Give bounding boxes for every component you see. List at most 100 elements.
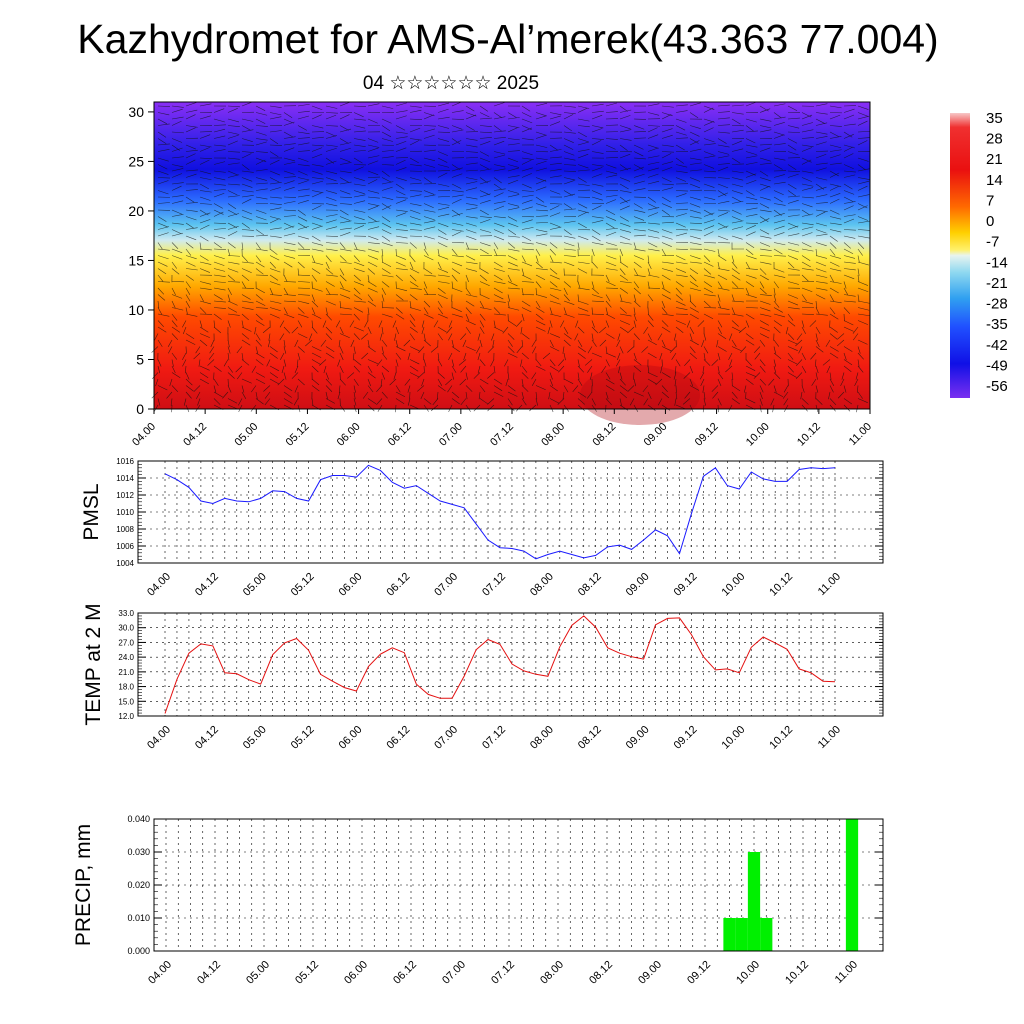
wind-barb bbox=[395, 125, 406, 131]
wind-barb bbox=[479, 300, 484, 308]
wind-barb bbox=[367, 404, 375, 412]
wind-barb bbox=[283, 391, 292, 398]
wind-barb bbox=[617, 352, 621, 361]
wind-barb bbox=[227, 190, 238, 196]
wind-barb bbox=[451, 255, 464, 258]
wind-barb bbox=[311, 378, 320, 386]
wind-barb bbox=[353, 105, 366, 108]
wind-barb bbox=[185, 372, 190, 380]
wind-barb bbox=[731, 385, 741, 392]
wind-barb bbox=[801, 157, 812, 163]
wind-barb bbox=[577, 346, 587, 353]
wind-barb bbox=[605, 398, 612, 406]
wind-barb bbox=[199, 203, 212, 205]
wind-barb bbox=[479, 385, 486, 393]
wind-barb bbox=[451, 167, 463, 172]
wind-barb bbox=[409, 255, 416, 263]
wind-barb bbox=[843, 164, 854, 169]
wind-barb bbox=[297, 294, 310, 296]
wind-barb bbox=[521, 268, 525, 276]
wind-barb bbox=[507, 261, 518, 267]
wind-barb bbox=[339, 114, 350, 120]
wind-barb bbox=[857, 177, 870, 180]
wind-barb bbox=[689, 326, 695, 334]
wind-barb bbox=[717, 177, 730, 179]
x-tick-label: 04.00 bbox=[130, 421, 158, 449]
wind-barb bbox=[250, 404, 257, 412]
wind-barb bbox=[815, 365, 819, 374]
x-tick-label: 06.00 bbox=[342, 959, 370, 987]
precip-bar bbox=[747, 852, 761, 951]
wind-barb bbox=[577, 365, 585, 373]
wind-barb bbox=[675, 177, 687, 182]
wind-barb bbox=[437, 116, 450, 120]
wind-barb bbox=[703, 170, 716, 173]
wind-barb bbox=[563, 294, 570, 302]
wind-barb bbox=[199, 157, 212, 159]
wind-barb bbox=[195, 404, 201, 412]
wind-barb bbox=[745, 339, 755, 346]
wind-barb bbox=[843, 287, 849, 295]
wind-barb bbox=[703, 294, 716, 297]
wind-barb bbox=[549, 307, 553, 315]
wind-barb bbox=[661, 372, 671, 378]
x-tick-label: 08.12 bbox=[576, 571, 604, 599]
wind-barb bbox=[759, 307, 771, 312]
wind-barb bbox=[689, 378, 694, 387]
wind-barb bbox=[572, 385, 579, 393]
wind-barb bbox=[857, 140, 868, 146]
wind-barb bbox=[437, 261, 442, 270]
wind-barb bbox=[843, 398, 853, 405]
wind-barb bbox=[745, 287, 750, 296]
wind-barb bbox=[843, 201, 856, 204]
wind-barb bbox=[671, 352, 677, 360]
wind-barb bbox=[697, 320, 705, 327]
x-tick-label: 05.12 bbox=[293, 959, 321, 987]
wind-barb bbox=[549, 203, 562, 205]
wind-barb bbox=[504, 359, 509, 367]
wind-barb bbox=[759, 203, 770, 209]
wind-barb bbox=[227, 248, 231, 257]
wind-barb bbox=[381, 300, 384, 309]
wind-barb bbox=[465, 391, 468, 400]
wind-barb bbox=[339, 352, 344, 361]
wind-barb bbox=[647, 261, 652, 270]
wind-barb bbox=[843, 218, 855, 224]
wind-barb bbox=[507, 175, 520, 178]
wind-barb bbox=[395, 326, 399, 335]
wind-barb bbox=[283, 398, 293, 404]
wind-barb bbox=[241, 153, 252, 159]
wind-barb bbox=[339, 101, 351, 107]
wind-barb bbox=[591, 242, 604, 245]
wind-barb bbox=[783, 385, 789, 393]
wind-barb bbox=[759, 129, 772, 133]
wind-barb bbox=[686, 320, 691, 328]
wind-barb bbox=[325, 131, 336, 137]
wind-barb bbox=[801, 114, 813, 120]
wind-barb bbox=[801, 203, 813, 208]
wind-barb bbox=[577, 294, 579, 302]
wind-barb bbox=[731, 287, 744, 290]
wind-barb bbox=[199, 212, 211, 217]
wind-barb bbox=[213, 235, 226, 239]
wind-barb bbox=[437, 170, 450, 172]
wind-barb bbox=[381, 131, 392, 138]
wind-barb bbox=[521, 287, 524, 296]
wind-barb bbox=[787, 352, 794, 360]
wind-barb bbox=[241, 268, 252, 274]
wind-barb bbox=[633, 307, 636, 315]
wind-barb bbox=[473, 372, 481, 379]
wind-barb bbox=[829, 193, 841, 198]
wind-barb bbox=[647, 155, 660, 159]
wind-barb bbox=[311, 268, 321, 275]
wind-barb bbox=[521, 339, 524, 348]
wind-barb bbox=[535, 167, 547, 172]
wind-barb bbox=[535, 102, 548, 107]
y-tick-label: 1016 bbox=[116, 457, 134, 466]
wind-barb bbox=[745, 214, 758, 217]
wind-barb bbox=[213, 135, 226, 139]
wind-barb bbox=[754, 352, 761, 360]
wind-barb bbox=[479, 326, 485, 334]
wind-barb bbox=[395, 313, 405, 320]
wind-barb bbox=[283, 300, 296, 303]
